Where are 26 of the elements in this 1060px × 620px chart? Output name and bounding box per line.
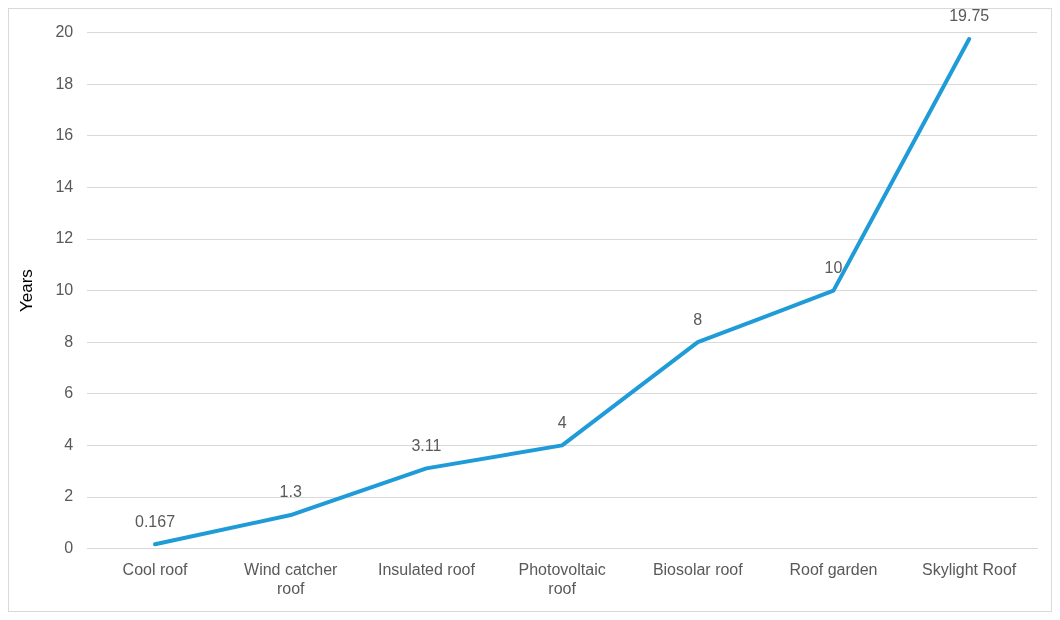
y-axis-title: Years	[16, 269, 36, 313]
data-label: 3.11	[411, 436, 442, 454]
y-tick-label: 10	[55, 281, 74, 299]
y-tick-label: 20	[55, 23, 74, 41]
y-tick-label: 0	[64, 539, 74, 557]
x-tick-label: Cool roof	[122, 560, 189, 578]
data-label: 4	[557, 413, 567, 431]
y-tick-label: 6	[64, 384, 74, 402]
data-label: 0.167	[135, 512, 176, 530]
x-tick-label: Roof garden	[789, 560, 878, 578]
x-tick-label: Skylight Roof	[922, 560, 1017, 578]
x-tick-label: Wind catcher roof	[244, 560, 339, 597]
data-label: 19.75	[949, 7, 990, 25]
x-tick-label: Insulated roof	[377, 560, 476, 578]
x-tick-label: Biosolar roof	[652, 560, 744, 578]
data-label: 10	[824, 259, 843, 277]
x-tick-label: Photovoltaic roof	[518, 560, 606, 597]
y-tick-label: 4	[64, 435, 74, 453]
data-label: 8	[693, 310, 703, 328]
y-tick-label: 14	[55, 177, 74, 195]
data-label: 1.3	[279, 483, 302, 501]
y-tick-label: 18	[55, 74, 74, 92]
y-tick-label: 2	[64, 487, 74, 505]
y-tick-label: 16	[55, 126, 74, 144]
y-tick-label: 12	[55, 229, 74, 247]
y-tick-label: 8	[64, 332, 74, 350]
